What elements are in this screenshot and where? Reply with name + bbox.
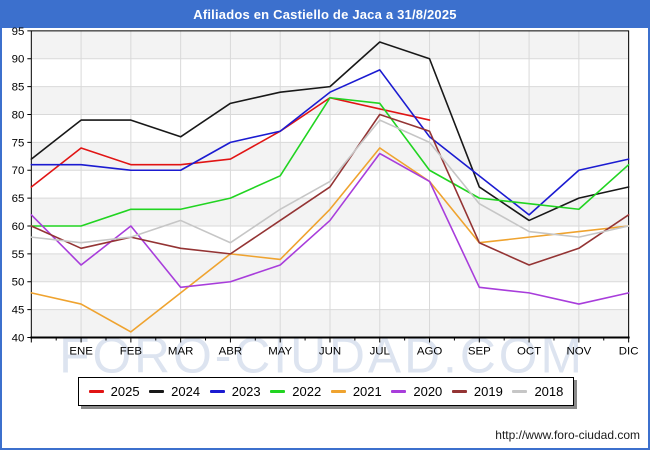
x-axis-tick-label: OCT	[517, 345, 541, 357]
y-axis-tick-label: 80	[12, 109, 25, 121]
y-axis-tick-label: 70	[12, 165, 25, 177]
series-line-2025	[30, 96, 431, 188]
y-axis-tick-label: 85	[12, 82, 25, 94]
legend-year-label: 2018	[534, 384, 564, 399]
legend-year-label: 2019	[473, 384, 503, 399]
series-line-2018	[30, 119, 630, 244]
legend-year-label: 2022	[292, 384, 322, 399]
legend-item-2022: 2022	[270, 384, 321, 399]
chart-title: Afiliados en Castiello de Jaca a 31/8/20…	[2, 2, 648, 28]
legend-item-2020: 2020	[391, 384, 442, 399]
chart-legend: 2025 2024 2023 2022 2021 2020 2019 2018	[78, 377, 574, 406]
x-axis-tick-label: SEP	[468, 345, 491, 357]
y-axis-tick-label: 50	[12, 277, 25, 289]
y-axis-tick-label: 45	[12, 305, 25, 317]
y-axis-tick-label: 75	[12, 137, 25, 149]
legend-color-dash	[391, 390, 407, 393]
x-axis-tick-label: ENE	[69, 345, 93, 357]
legend-color-dash	[330, 390, 346, 393]
x-axis-tick-label: JUN	[319, 345, 341, 357]
x-axis-tick-label: JUL	[370, 345, 390, 357]
legend-year-label: 2020	[413, 384, 443, 399]
legend-item-2025: 2025	[88, 384, 140, 399]
legend-color-dash	[451, 390, 467, 393]
legend-year-label: 2021	[352, 384, 382, 399]
y-axis-tick-label: 60	[12, 221, 25, 233]
legend-color-dash	[209, 390, 225, 393]
series-line-2021	[30, 147, 630, 333]
y-axis-tick-label: 90	[12, 54, 25, 66]
y-axis-tick-label: 95	[12, 26, 25, 38]
legend-item-2018: 2018	[512, 384, 563, 399]
footer-url-link[interactable]: http://www.foro-ciudad.com	[495, 428, 640, 442]
series-line-2020	[30, 152, 630, 305]
series-line-2022	[30, 96, 630, 227]
series-line-2023	[30, 69, 630, 216]
x-axis-tick-label: MAY	[268, 345, 292, 357]
x-axis-tick-label: FEB	[120, 345, 143, 357]
x-axis-tick-label: MAR	[168, 345, 193, 357]
legend-color-dash	[149, 390, 165, 393]
legend-item-2023: 2023	[209, 384, 261, 399]
legend-color-dash	[88, 390, 104, 393]
x-axis-tick-label: ABR	[219, 345, 243, 357]
y-axis-tick-label: 40	[12, 332, 25, 344]
y-axis-tick-label: 65	[12, 193, 25, 205]
legend-item-2021: 2021	[330, 384, 382, 399]
series-line-2024	[30, 41, 630, 222]
x-axis-tick-label: NOV	[566, 345, 591, 357]
legend-color-dash	[512, 390, 528, 393]
legend-item-2024: 2024	[149, 384, 200, 399]
legend-year-label: 2023	[231, 384, 261, 399]
legend-year-label: 2025	[110, 384, 140, 399]
legend-color-dash	[270, 390, 286, 393]
legend-year-label: 2024	[171, 384, 201, 399]
y-axis-tick-label: 55	[12, 249, 25, 261]
legend-item-2019: 2019	[451, 384, 503, 399]
x-axis-tick-label: AGO	[417, 345, 443, 357]
x-axis-tick-label: DIC	[619, 345, 639, 357]
